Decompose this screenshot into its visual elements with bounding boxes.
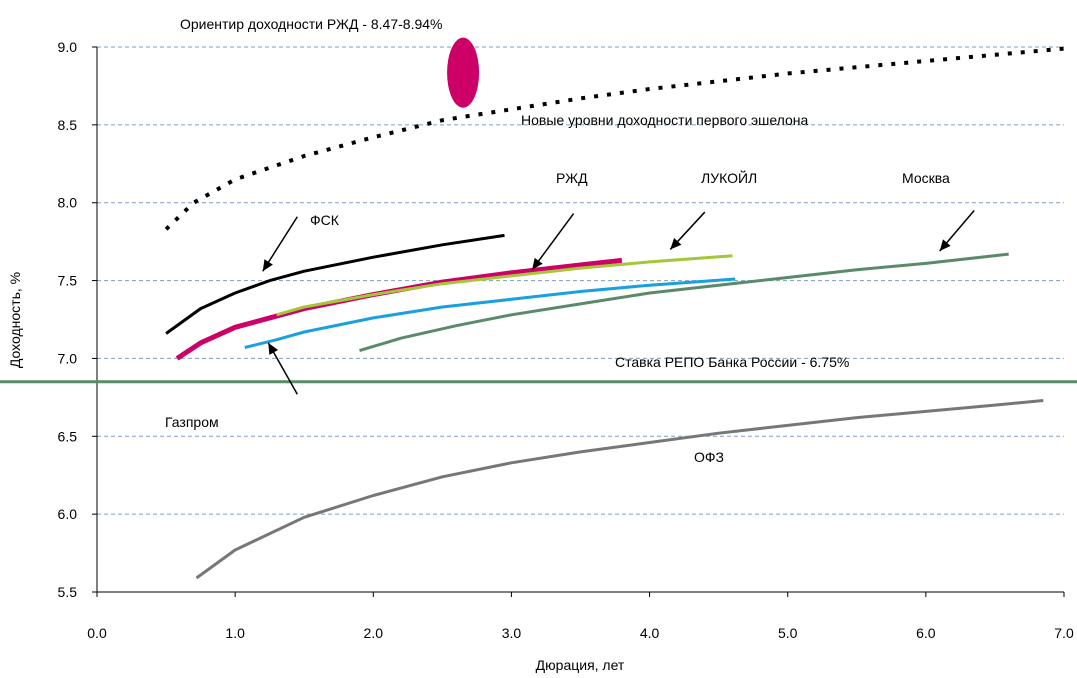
series-line [195,399,1044,580]
x-tick-label: 4.0 [640,625,660,641]
benchmark-label: Ориентир доходности РЖД - 8.47-8.94% [180,16,443,32]
label-lukoil: ЛУКОЙЛ [701,169,757,186]
y-tick-label: 7.5 [58,273,78,289]
x-tick-label: 5.0 [778,625,798,641]
x-axis-title: Дюрация, лет [536,657,625,673]
series-line [165,233,505,335]
arrow-head [670,237,682,250]
tick-labels: 5.5 6.0 6.5 7.0 7.5 8.0 8.5 9.0 0.0 1.0 2.0 3.0 4.0 5… [58,39,1074,641]
y-tick-label: 6.5 [58,428,78,444]
arrow-head [532,257,543,270]
series-line [359,252,1009,353]
arrow-head [939,239,951,251]
series-line [244,277,736,349]
arrow-shaft [531,213,575,271]
x-tick-label: 3.0 [502,625,522,641]
y-tick-label: 6.0 [58,506,78,522]
y-tick-label: 8.0 [58,195,78,211]
repo-label: Ставка РЕПО Банка России - 6.75% [615,354,849,370]
annotation-arrows [262,210,975,395]
series-lines [164,46,1065,580]
x-tick-label: 6.0 [916,625,936,641]
label-rzd: РЖД [556,170,588,186]
label-ofz: ОФЗ [694,449,724,465]
benchmark-marker [447,37,480,108]
y-tick-label: 9.0 [58,39,78,55]
benchmark [447,37,480,108]
series-line [276,254,733,317]
axes [96,47,1064,593]
arrow-head [268,342,279,355]
x-tick-label: 0.0 [87,625,107,641]
series-line [164,46,1065,231]
arrow-head [262,259,273,272]
y-tick-label: 7.0 [58,350,78,366]
y-tick-label: 8.5 [58,117,78,133]
new-levels-label: Новые уровни доходности первого эшелона [521,112,809,128]
x-tick-label: 7.0 [1054,625,1074,641]
label-fsk: ФСК [310,212,340,228]
x-tick-label: 2.0 [364,625,384,641]
grid-lines [97,46,1064,515]
label-moskva: Москва [902,170,950,186]
y-axis-title: Доходность, % [7,272,23,368]
y-tick-label: 5.5 [58,584,78,600]
x-tick-label: 1.0 [225,625,245,641]
label-gazprom: Газпром [165,414,219,430]
